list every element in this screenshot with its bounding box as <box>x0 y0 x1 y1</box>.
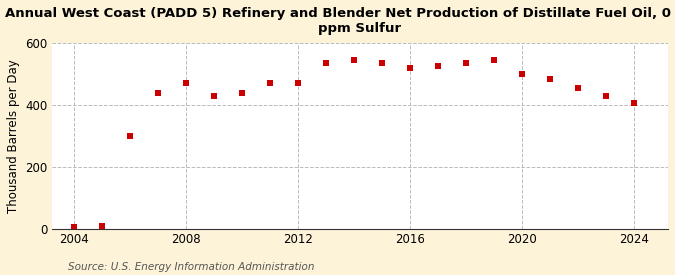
Y-axis label: Thousand Barrels per Day: Thousand Barrels per Day <box>7 59 20 213</box>
Text: Source: U.S. Energy Information Administration: Source: U.S. Energy Information Administ… <box>68 262 314 272</box>
Title: Annual West Coast (PADD 5) Refinery and Blender Net Production of Distillate Fue: Annual West Coast (PADD 5) Refinery and … <box>5 7 675 35</box>
